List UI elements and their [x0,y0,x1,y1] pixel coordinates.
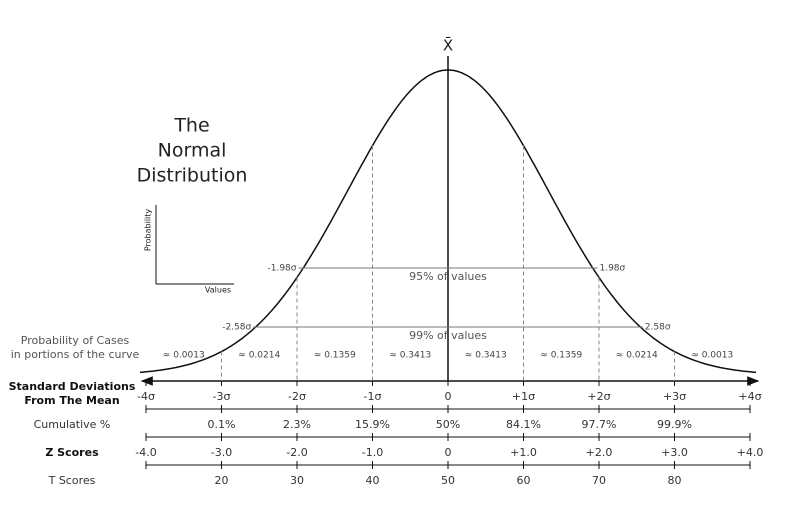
portion-value: ≈ 0.0013 [691,351,733,361]
row-tick-label: 30 [290,474,304,487]
row-tick-label: -2.0 [286,446,307,459]
portion-value: ≈ 0.3413 [389,351,431,361]
row-tick-label: -3.0 [211,446,232,459]
row-tick-label: +4.0 [737,446,764,459]
row-tick-label: 84.1% [506,418,541,431]
row-tick-label: 50 [441,474,455,487]
portion-value: ≈ 0.0214 [238,351,280,361]
row-label: From The Mean [24,394,119,407]
portion-value: ≈ 0.0013 [163,351,205,361]
interval-left: -1.98σ [268,264,297,274]
portions-label: in portions of the curve [11,348,140,361]
row-tick-label: +2.0 [586,446,613,459]
row-tick-label: 15.9% [355,418,390,431]
row-tick-label: -3σ [213,390,231,403]
row-tick-label: -4σ [137,390,155,403]
row-tick-label: -1σ [364,390,382,403]
portion-value: ≈ 0.1359 [314,351,356,361]
row-label: Z Scores [45,446,99,459]
portion-value: ≈ 0.1359 [540,351,582,361]
portions-label: Probability of Cases [21,334,130,347]
row-tick-label: 0 [445,390,452,403]
icon-x-label: Values [205,286,231,295]
icon-y-label: Probability [144,209,153,252]
row-tick-label: 20 [215,474,229,487]
row-tick-label: 50% [436,418,460,431]
row-tick-label: +3σ [663,390,686,403]
row-tick-label: +2σ [587,390,610,403]
normal-curve [139,69,757,374]
row-tick-label: 80 [668,474,682,487]
row-tick-label: 60 [517,474,531,487]
row-tick-label: +4σ [738,390,761,403]
row-label: T Scores [48,474,96,487]
row-tick-label: 40 [366,474,380,487]
interval-right: 1.98σ [599,264,625,274]
row-label: Standard Deviations [9,380,136,393]
interval-label: 99% of values [409,329,487,342]
row-tick-label: 99.9% [657,418,692,431]
interval-label: 95% of values [409,270,487,283]
title-line: Normal [158,140,227,162]
row-tick-label: +1σ [512,390,535,403]
row-tick-label: +3.0 [661,446,688,459]
row-tick-label: -1.0 [362,446,383,459]
row-tick-label: +1.0 [510,446,537,459]
portion-value: ≈ 0.0214 [616,351,658,361]
row-tick-label: 2.3% [283,418,311,431]
title-line: The [173,115,209,137]
row-tick-label: 0 [445,446,452,459]
portion-value: ≈ 0.3413 [465,351,507,361]
row-tick-label: 0.1% [208,418,236,431]
title-line: Distribution [137,165,248,187]
mean-label: X̄ [443,36,453,55]
row-label: Cumulative % [34,418,111,431]
row-tick-label: -4.0 [135,446,156,459]
row-tick-label: 70 [592,474,606,487]
row-tick-label: -2σ [288,390,306,403]
interval-right: 2.58σ [645,323,671,333]
interval-left: -2.58σ [222,323,251,333]
row-tick-label: 97.7% [582,418,617,431]
